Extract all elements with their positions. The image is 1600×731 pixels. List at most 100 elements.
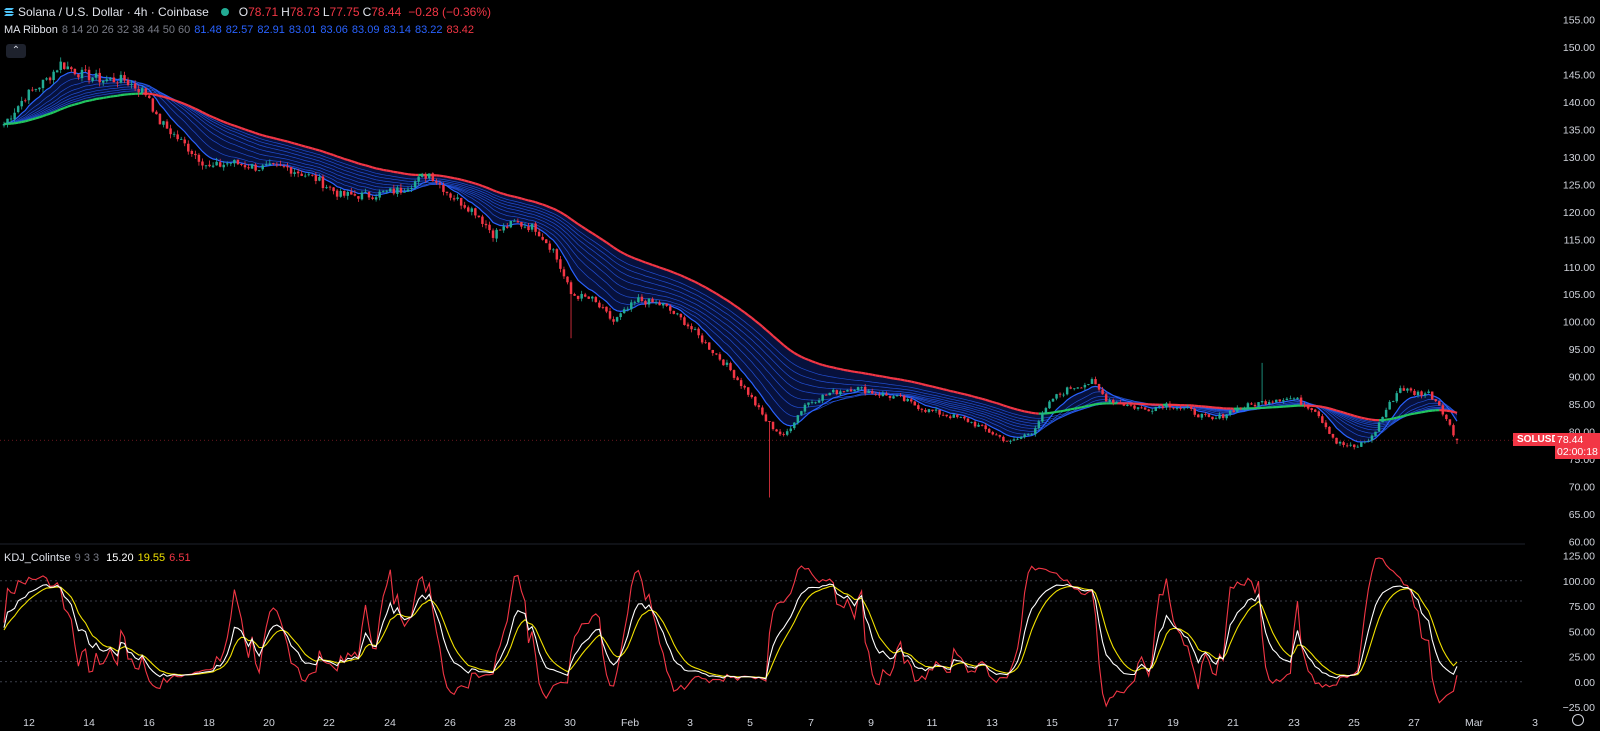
candle-body [130, 83, 133, 85]
candle-body [1285, 398, 1289, 401]
kdj-legend[interactable]: KDJ_Colintse 9 3 3 15.20 19.55 6.51 [4, 552, 191, 564]
ma-line-60-segment [566, 215, 572, 220]
candle-body [261, 165, 264, 170]
ohlc-o: O78.71 [238, 5, 279, 19]
ma-line-60-segment [347, 158, 352, 163]
time-tick-label: 30 [564, 717, 576, 729]
candle-body [6, 118, 9, 124]
candle-body [566, 276, 569, 283]
candle-body [396, 187, 399, 194]
ma-line-60-segment [1336, 409, 1341, 413]
candle-body [296, 171, 300, 174]
candle-body [1395, 393, 1398, 402]
candle-body [243, 165, 247, 168]
candle-body [91, 77, 94, 82]
candle-body [1381, 416, 1384, 423]
candle-body [917, 405, 920, 410]
ma-line-60-segment [691, 279, 696, 283]
candle-body [119, 74, 123, 83]
kdj-d-value: 19.55 [137, 552, 166, 564]
candle-body [754, 396, 757, 406]
ma-line-38 [3, 86, 1458, 426]
ma-line-60-segment [669, 270, 675, 274]
ma-line-60-segment [1081, 405, 1086, 409]
ma-line-60-segment [694, 280, 700, 285]
price-tick-label: 65.00 [1569, 509, 1595, 521]
candle-body [339, 190, 342, 197]
ma-line-60-segment [1357, 415, 1362, 419]
ma-line-60-segment [1063, 408, 1068, 412]
ma-line-60-segment [946, 388, 951, 393]
ma-line-60-segment [368, 165, 373, 169]
ma-line-60-segment [662, 267, 668, 271]
candle-body [757, 405, 761, 408]
candle-body [176, 134, 179, 140]
candle-body [325, 187, 328, 189]
candle-body [98, 72, 101, 83]
candle-body [1228, 410, 1232, 415]
candle-body [456, 197, 459, 199]
price-tick-label: 105.00 [1563, 289, 1595, 301]
candle-body [562, 269, 566, 277]
ma-line-60-segment [988, 399, 994, 404]
candle-body [764, 414, 768, 422]
candle-body [1189, 406, 1193, 409]
ma-line-60-segment [879, 374, 884, 378]
candle-body [718, 354, 722, 360]
candle-body [559, 259, 562, 269]
ma-line-60-segment [499, 191, 504, 195]
candle-body [1271, 401, 1274, 403]
candle-body [279, 164, 282, 166]
candle-body [187, 143, 190, 152]
ma-line-60-segment [740, 309, 746, 314]
ma-line-60-segment [708, 288, 714, 293]
symbol-title[interactable]: Solana / U.S. Dollar · 4h · Coinbase [18, 5, 209, 19]
time-tick-label: 12 [23, 717, 35, 729]
ma-line-60-segment [811, 360, 816, 364]
ma-line-60-segment [397, 171, 402, 175]
ma-line-60-segment [184, 102, 189, 107]
ma-line-60-segment [1049, 411, 1054, 415]
candle-body [828, 392, 831, 396]
ma-ribbon-legend[interactable]: MA Ribbon 8 14 20 26 32 38 44 50 60 81.4… [4, 24, 478, 36]
ma-line-60-segment [804, 357, 809, 361]
ma-line-8 [3, 71, 1458, 443]
candle-body [445, 191, 449, 193]
time-tick-label: 26 [444, 717, 456, 729]
ma-line-60-segment [524, 198, 529, 202]
candle-body [335, 190, 339, 197]
ma-line-60-segment [110, 95, 115, 98]
candle-body [782, 434, 785, 435]
candle-body [1253, 404, 1257, 407]
candle-body [435, 181, 438, 183]
time-tick-label: 13 [986, 717, 998, 729]
ma-line-60-segment [900, 378, 905, 382]
ma-line-60-segment [616, 248, 622, 253]
candle-body [1026, 434, 1030, 435]
ma-line-60-segment [1052, 410, 1057, 414]
candle-body [956, 414, 959, 418]
ma-line-60-segment [393, 170, 398, 174]
ma-line-60-segment [205, 113, 210, 117]
candle-body [860, 387, 863, 389]
ma-line-60-segment [521, 197, 526, 201]
ma-line-60-segment [460, 178, 465, 182]
candle-body [1374, 431, 1377, 436]
settings-gear-icon[interactable] [1572, 714, 1584, 726]
time-tick-label: 23 [1288, 717, 1300, 729]
candle-body [534, 223, 537, 232]
candle-body [31, 89, 34, 91]
kdj-j-line [3, 557, 1458, 708]
collapse-legend-button[interactable]: ⌃ [6, 44, 26, 58]
candle-body [229, 162, 233, 164]
candle-body [491, 230, 495, 238]
ma-line-60-segment [234, 124, 239, 128]
ma-line-60-segment [800, 355, 806, 360]
ma-line-60-segment [1084, 404, 1089, 408]
candle-body [1161, 406, 1165, 409]
candle-body [172, 133, 176, 135]
candle-body [70, 67, 73, 70]
ma-line-60-segment [751, 317, 757, 322]
candle-body [428, 173, 431, 179]
